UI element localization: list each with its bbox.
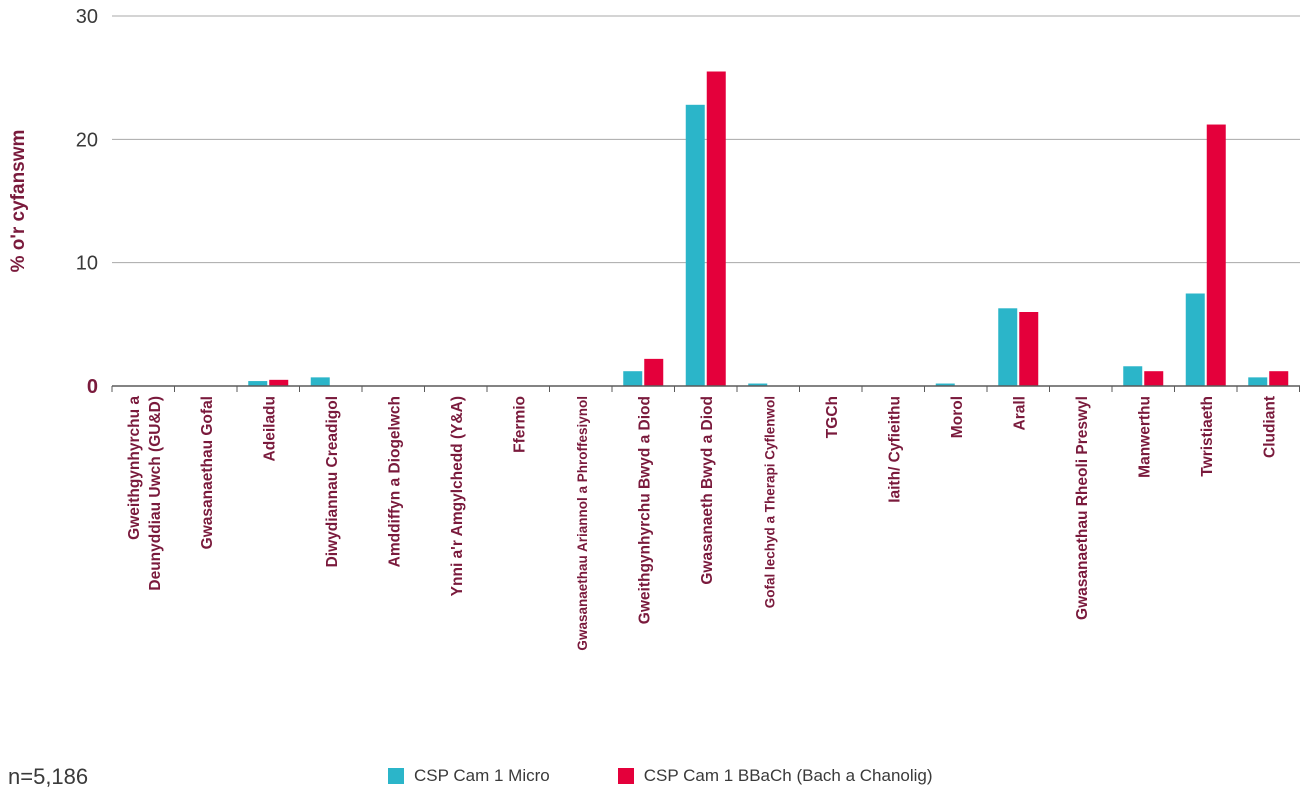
x-category-label: Adeiladu: [261, 396, 278, 461]
x-category-label: Cludiant: [1261, 396, 1278, 458]
bar-micro: [935, 383, 955, 386]
bar-micro: [748, 383, 768, 386]
bar-bbach: [1144, 371, 1164, 386]
x-category-label: Twristiaeth: [1199, 396, 1216, 477]
x-category-label: Manwerthu: [1136, 396, 1153, 478]
bar-micro: [623, 371, 643, 386]
legend-swatch-micro: [388, 768, 404, 784]
bar-bbach: [706, 71, 726, 386]
x-category-label: Ynni a'r Amgylchedd (Y&A): [449, 396, 466, 596]
x-category-label: Gweithgynhyrchu a: [126, 396, 143, 540]
x-category-label: Gwasanaethau Ariannol a Phroffesiynol: [575, 396, 590, 651]
x-category-label: TGCh: [824, 396, 841, 438]
legend-item-bbach: CSP Cam 1 BBaCh (Bach a Chanolig): [617, 766, 933, 786]
bar-bbach: [269, 379, 289, 386]
y-tick-label: 10: [76, 253, 98, 275]
bar-micro: [998, 308, 1018, 386]
x-category-label: Gofal Iechyd a Therapi Cyflenwol: [762, 396, 777, 608]
x-category-label: Morol: [949, 396, 966, 438]
bar-micro: [1185, 293, 1205, 386]
x-category-label: Arall: [1011, 396, 1028, 430]
x-category-label: Amddiffyn a Diogelwch: [386, 396, 403, 567]
bar-bbach: [644, 358, 664, 386]
x-category-label: Gwasanaeth Bwyd a Diod: [699, 396, 716, 585]
bar-micro: [1123, 366, 1143, 386]
x-category-label: Deunyddiau Uwch (GU&D): [147, 396, 164, 591]
legend-item-micro: CSP Cam 1 Micro: [388, 766, 550, 786]
x-category-label: Ffermio: [511, 396, 528, 453]
y-tick-label: 30: [76, 6, 98, 28]
legend-swatch-bbach: [617, 768, 634, 784]
x-category-label: Iaith/ Cyfieithu: [886, 396, 903, 503]
chart-legend: CSP Cam 1 Micro CSP Cam 1 BBaCh (Bach a …: [388, 766, 1001, 786]
bar-micro: [1248, 377, 1268, 386]
bar-chart: 0 10 20 30 % o'r cyfanswm Gweithgynhyrchu a De…: [8, 6, 1300, 651]
bar-bbach: [1206, 124, 1226, 387]
bar-micro: [685, 104, 705, 387]
bar-micro: [248, 381, 268, 386]
legend-label-micro: CSP Cam 1 Micro: [414, 766, 550, 785]
x-category-label: Gweithgynhyrchu Bwyd a Diod: [636, 396, 653, 624]
x-category-label: Gwasanaethau Gofal: [199, 396, 216, 549]
sample-size-note: n=5,186: [8, 764, 89, 789]
bar-bbach: [1019, 312, 1039, 386]
y-axis-title: % o'r cyfanswm: [8, 130, 29, 273]
legend-label-bbach: CSP Cam 1 BBaCh (Bach a Chanolig): [643, 766, 933, 785]
bar-micro: [310, 377, 330, 386]
x-category-label: Gwasanaethau Rheoli Preswyl: [1074, 396, 1091, 620]
bar-bbach: [1269, 371, 1289, 386]
y-tick-label: 0: [87, 376, 98, 398]
x-category-label: Diwydiannau Creadigol: [324, 396, 341, 567]
y-tick-label: 20: [76, 129, 98, 151]
